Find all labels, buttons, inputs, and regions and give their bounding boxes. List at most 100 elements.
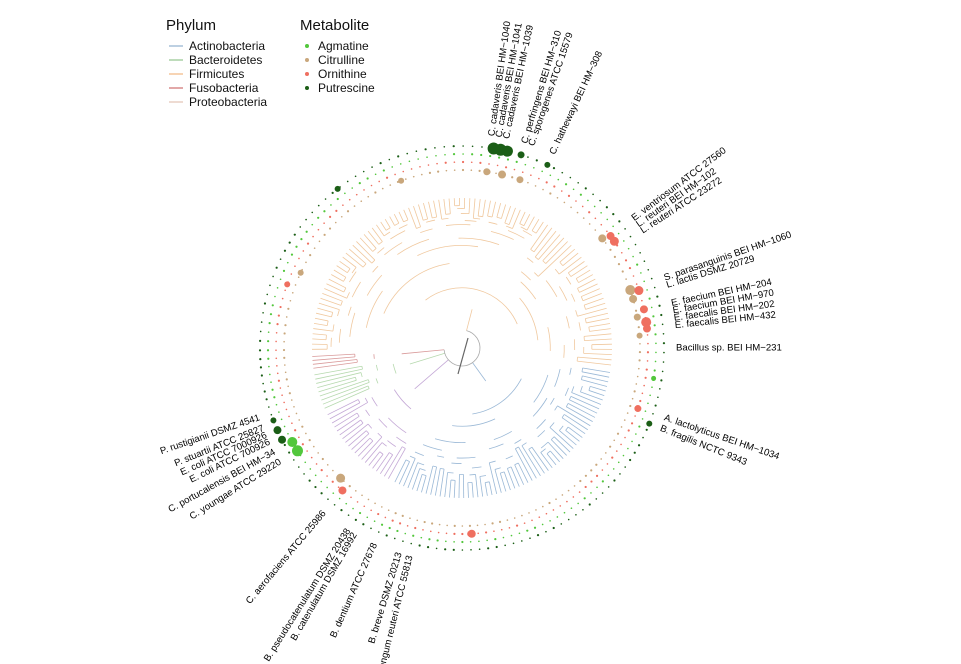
tree-arc [464, 220, 477, 222]
tree-arc [384, 242, 403, 256]
metabolite-ring-dot [320, 480, 323, 483]
tree-branch [354, 437, 371, 454]
tree-arc [500, 471, 505, 474]
tree-branch [564, 414, 588, 431]
metabolite-ring-dot [285, 316, 288, 318]
metabolite-ring-dot [323, 222, 325, 224]
metabolite-ring-dot [650, 306, 653, 309]
tree-branch [316, 312, 332, 318]
tree-arc [390, 230, 406, 240]
tree-branch [584, 338, 612, 342]
metabolite-ring-dot [478, 548, 481, 551]
metabolite-ring-dot [541, 170, 543, 173]
metabolite-ring-dot [410, 168, 413, 170]
metabolite-ring-dot [612, 468, 615, 470]
tree-branch [523, 214, 531, 226]
metabolite-ring-dot [590, 469, 593, 472]
tree-arc [364, 397, 369, 403]
metabolite-ring-dot [328, 227, 332, 230]
tree-arc [357, 399, 361, 403]
metabolite-ring-dot [287, 432, 289, 435]
metabolite-ring-dot [303, 473, 305, 475]
metabolite-ring-dot [541, 523, 544, 526]
metabolite-ring-dot [461, 525, 464, 527]
tree-arc [367, 379, 370, 383]
metabolite-ring-dot [533, 526, 537, 529]
metabolite-legend-item: Ornithine [305, 67, 367, 81]
metabolite-ring-dot [412, 534, 415, 537]
tree-arc [494, 467, 501, 470]
tree-arc [361, 366, 363, 370]
metabolite-ring-dot [288, 451, 291, 454]
metabolite-ring-dot-highlight [598, 234, 607, 243]
tree-branch [416, 474, 423, 492]
metabolite-ring-dot [500, 528, 503, 531]
metabolite-ring-dot [542, 505, 544, 508]
metabolite-ring-dot [269, 373, 271, 376]
tree-arc [396, 436, 407, 444]
metabolite-ring-dot [283, 401, 285, 404]
tree-branch [312, 359, 358, 365]
metabolite-ring-dot-highlight [636, 332, 643, 339]
tree-arc [355, 377, 357, 381]
metabolite-ring-dot [641, 418, 644, 420]
metabolite-ring-dot [609, 248, 612, 251]
metabolite-ring-dot [378, 180, 380, 183]
tree-branch [327, 399, 359, 416]
metabolite-ring-dot [486, 539, 488, 542]
tree-branch [408, 207, 417, 229]
metabolite-ring-dot [624, 259, 628, 262]
metabolite-ring-dot [422, 529, 424, 531]
metabolite-ring-dot [647, 402, 649, 405]
metabolite-label: Ornithine [318, 67, 367, 81]
metabolite-ring-dot [629, 404, 632, 408]
tree-arc [506, 225, 513, 229]
tree-branch [376, 452, 390, 472]
clade-stem [472, 362, 487, 382]
metabolite-ring-dot [276, 365, 278, 367]
phylum-legend-item: Actinobacteria [169, 39, 265, 53]
metabolite-ring-dot [641, 299, 643, 302]
metabolite-ring-dot [354, 490, 357, 492]
metabolite-key-dot [305, 86, 309, 90]
metabolite-ring-dot [578, 491, 581, 493]
metabolite-ring-dot [518, 532, 521, 535]
metabolite-ring-dot [461, 549, 464, 551]
tree-branch [585, 302, 606, 310]
metabolite-ring-dot [643, 260, 646, 262]
metabolite-ring-dot-highlight [334, 185, 341, 192]
tree-branch [413, 205, 421, 228]
metabolite-label: Agmatine [318, 39, 369, 53]
tree-branch [359, 237, 374, 252]
metabolite-ring-dot [587, 199, 589, 202]
metabolite-ring-dot [624, 466, 626, 468]
metabolite-ring-dot [388, 526, 391, 530]
metabolite-ring-dot [552, 526, 555, 530]
metabolite-ring-dot [469, 541, 472, 543]
tree-branch [471, 482, 474, 498]
metabolite-ring-dot [613, 255, 616, 258]
tree-branch [328, 278, 347, 289]
metabolite-ring-dot [572, 496, 575, 498]
metabolite-ring-dot [612, 225, 614, 228]
metabolite-ring-dot [374, 173, 377, 176]
metabolite-ring-dot [526, 529, 529, 532]
metabolite-ring-dot [270, 381, 272, 383]
metabolite-ring-dot [570, 507, 573, 510]
tree-branch [571, 392, 602, 405]
tree-arc [377, 432, 383, 438]
tree-arc [528, 446, 533, 450]
metabolite-ring-dot [268, 365, 270, 368]
metabolite-ring-dot [662, 332, 665, 335]
tree-branch [553, 436, 571, 453]
metabolite-ring-dot [291, 291, 294, 294]
tree-arc [417, 245, 479, 256]
metabolite-ring-dot [653, 324, 656, 327]
metabolite-ring-dot [661, 370, 664, 373]
metabolite-ring-dot [370, 527, 372, 530]
tree-arc [493, 430, 512, 441]
metabolite-ring-dot [337, 486, 340, 488]
metabolite-ring-dot [367, 498, 370, 501]
metabolite-ring-dot [388, 158, 391, 161]
metabolite-ring-dot [552, 509, 555, 511]
